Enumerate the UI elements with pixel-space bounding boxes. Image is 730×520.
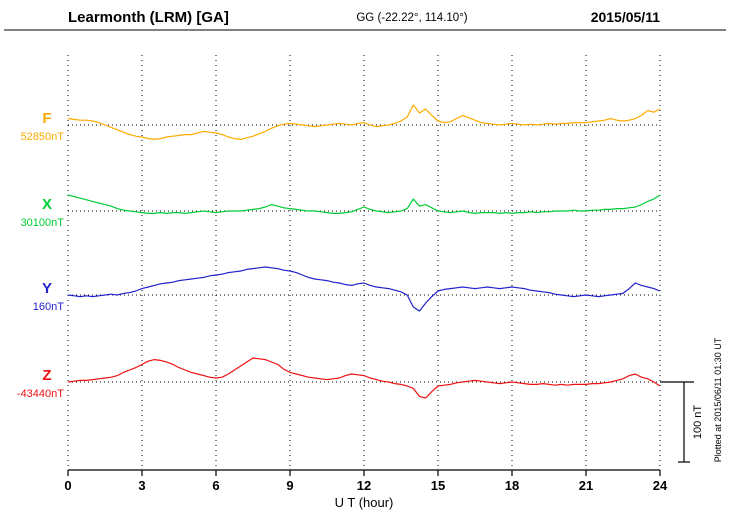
x-tick-label-3: 3 (138, 478, 145, 493)
station-title: Learmonth (LRM) [GA] (68, 9, 229, 26)
x-tick-label-0: 0 (64, 478, 71, 493)
series-baseline-value-Z: -43440nT (17, 388, 64, 400)
plot-date: 2015/05/11 (591, 9, 661, 25)
series-letter-Z: Z (42, 367, 51, 384)
trace-Z (67, 357, 661, 399)
x-tick-label-15: 15 (431, 478, 445, 493)
series-baseline-value-X: 30100nT (21, 217, 65, 229)
series-letter-X: X (42, 196, 52, 213)
plotted-at-note: Plotted at 2015/06/11 01:30 UT (713, 337, 723, 462)
scale-bar-label: 100 nT (692, 405, 704, 440)
series-baseline-value-F: 52850nT (21, 131, 65, 143)
series-baseline-value-Y: 160nT (33, 301, 64, 313)
x-tick-label-18: 18 (505, 478, 519, 493)
trace-X (67, 194, 661, 214)
x-tick-label-12: 12 (357, 478, 371, 493)
x-tick-label-24: 24 (653, 478, 668, 493)
plot-area: 0 3 6 9 12 15 18 21 24 F 52850nT X 30100nT Y 160nT Z -43… (17, 55, 694, 493)
x-axis-label: U T (hour) (335, 495, 394, 510)
x-tick-label-6: 6 (212, 478, 219, 493)
x-tick-label-21: 21 (579, 478, 593, 493)
series-letter-Y: Y (42, 280, 52, 297)
x-tick-label-9: 9 (286, 478, 293, 493)
trace-Y (67, 266, 661, 312)
trace-F (67, 104, 661, 140)
geo-coordinates: GG (-22.22°, 114.10°) (356, 12, 467, 24)
series-letter-F: F (42, 110, 51, 127)
